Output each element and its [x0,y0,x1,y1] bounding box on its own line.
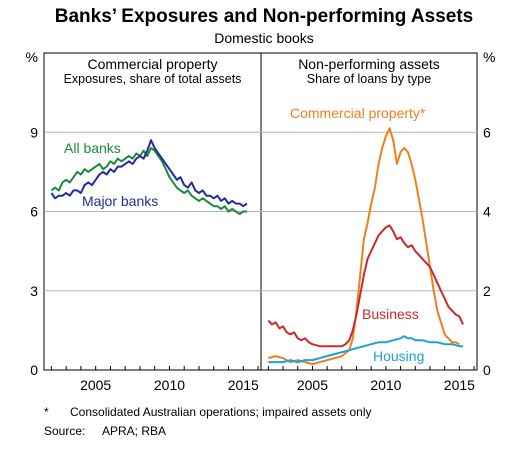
x-tick-label: 2010 [370,377,401,393]
chart-subtitle: Domestic books [214,30,314,46]
y-tick-label: 0 [483,362,491,378]
source-text: APRA; RBA [102,424,166,438]
chart-title: Banks’ Exposures and Non-performing Asse… [55,6,473,27]
x-tick-label: 2015 [228,377,259,393]
y-unit-label: % [483,49,495,65]
series-label-commercial-property: Commercial property* [290,105,426,121]
series-line-major-banks [50,139,248,208]
series-label-business: Business [362,306,419,322]
y-unit-label: % [26,49,38,65]
y-tick-label: 9 [30,124,38,140]
x-tick-label: 2005 [297,377,328,393]
panel-subtitle: Exposures, share of total assets [64,72,242,86]
panel-title: Non-performing assets [298,56,440,72]
y-tick-label: 0 [30,362,38,378]
panel-title: Commercial property [88,56,218,72]
series-line-housing [268,335,463,364]
footnote-text: Consolidated Australian operations; impa… [70,405,372,419]
y-tick-label: 3 [30,283,38,299]
footnote-marker: * [44,405,49,419]
y-tick-label: 6 [30,204,38,220]
series-label-all-banks: All banks [64,140,121,156]
series-line-commercial-property [268,127,460,366]
x-tick-label: 2015 [444,377,475,393]
panel-subtitle: Share of loans by type [307,72,431,86]
source-label: Source: [44,424,85,438]
y-tick-label: 6 [483,124,491,140]
series-line-business [267,224,464,348]
y-tick-label: 2 [483,283,491,299]
x-tick-label: 2005 [80,377,111,393]
series-label-major-banks: Major banks [82,193,158,209]
series-label-housing: Housing [373,348,424,364]
x-tick-label: 2010 [154,377,185,393]
y-tick-label: 4 [483,204,491,220]
series-line-all-banks [50,147,247,216]
